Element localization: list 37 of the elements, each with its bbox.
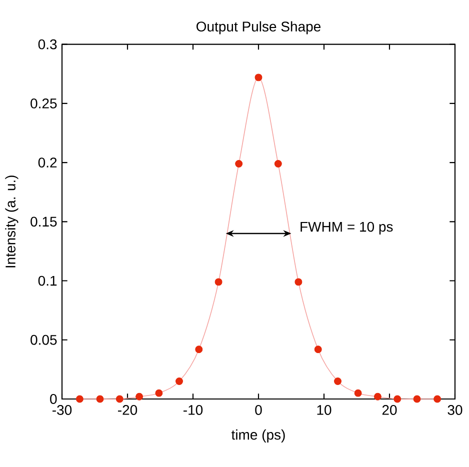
y-tick-label: 0.2 xyxy=(38,158,57,168)
x-tick-label: 30 xyxy=(448,405,462,415)
y-tick-label: 0.25 xyxy=(30,98,57,108)
x-tick-label: -30 xyxy=(52,405,72,415)
point xyxy=(413,395,421,403)
point xyxy=(434,395,442,403)
x-tick-label: 0 xyxy=(255,405,262,415)
y-tick-label: 0.3 xyxy=(38,39,57,50)
y-tick-label: 0 xyxy=(50,394,57,404)
y-tick-label: 0.05 xyxy=(30,334,57,345)
point xyxy=(334,378,342,385)
point xyxy=(294,278,302,286)
point xyxy=(354,389,362,397)
point xyxy=(394,395,402,403)
point xyxy=(274,160,282,168)
x-tick-label: 20 xyxy=(382,405,397,415)
x-tick-label: -10 xyxy=(184,405,203,415)
point xyxy=(254,74,262,82)
point xyxy=(76,395,84,403)
y-tick-label: 0.15 xyxy=(30,216,57,227)
x-tick-label: 10 xyxy=(317,405,332,415)
x-tick-label: -20 xyxy=(118,405,138,415)
point xyxy=(374,392,382,400)
point xyxy=(214,278,222,286)
x-axis-title: time (ps) xyxy=(231,429,285,442)
chart-title: Output Pulse Shape xyxy=(196,21,320,34)
point xyxy=(176,378,183,385)
annotation: FWHM = 10 ps xyxy=(300,222,393,234)
y-tick-label: 0.1 xyxy=(38,276,57,286)
point xyxy=(116,395,124,403)
point xyxy=(314,346,322,354)
y-axis-title: Intensity (a. u.) xyxy=(5,176,18,268)
point xyxy=(155,389,163,397)
point xyxy=(96,395,104,403)
point xyxy=(195,346,203,354)
point xyxy=(136,392,144,400)
point xyxy=(235,160,243,168)
